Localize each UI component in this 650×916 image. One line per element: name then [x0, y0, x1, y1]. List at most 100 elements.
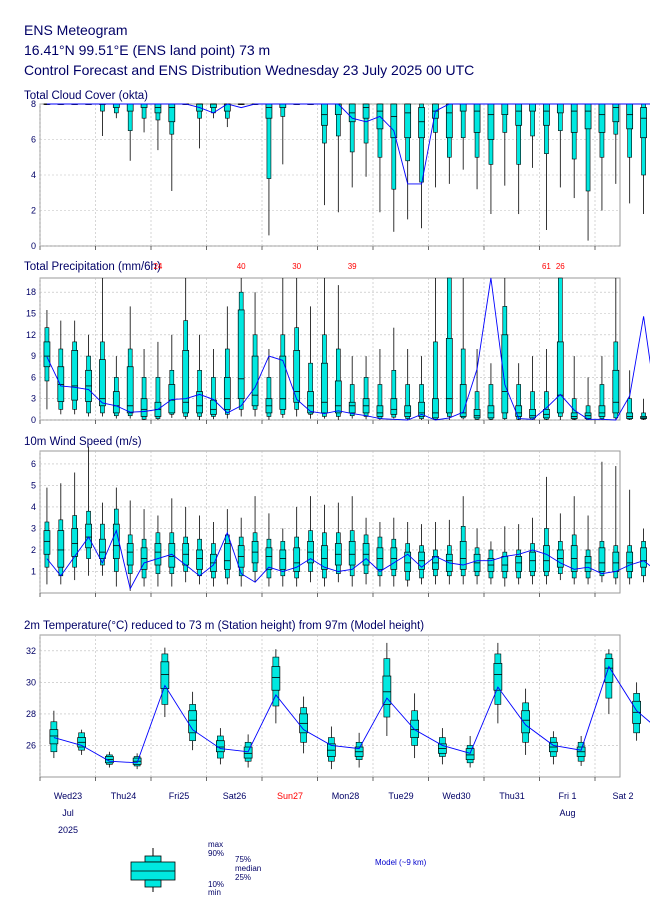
ens-box [237, 103, 245, 105]
ens-box [251, 292, 259, 417]
ens-box [223, 306, 231, 419]
ens-box-inner [390, 103, 398, 139]
ens-box [493, 642, 503, 724]
ens-box [105, 751, 114, 768]
panel-4: 26 28 30 32 2m Temperature(°C) reduced to 73… [24, 620, 650, 781]
ens-box-inner [640, 547, 647, 568]
ens-box-inner [501, 556, 509, 572]
ens-box [418, 356, 425, 420]
ens-box-inner [459, 541, 467, 570]
ens-box [473, 103, 481, 190]
ens-box [404, 522, 412, 587]
ens-box-inner [543, 409, 550, 419]
ens-box [354, 732, 364, 768]
ens-box [112, 356, 120, 419]
y-tick-label: 4 [31, 502, 36, 512]
ens-box [85, 446, 92, 576]
max-value-label: 26 [556, 262, 565, 271]
ens-box-inner [168, 103, 176, 123]
ens-box-inner [293, 547, 301, 572]
ens-box-outer [433, 341, 438, 420]
ens-box [459, 496, 467, 585]
ens-box-inner [99, 538, 106, 559]
ens-box [126, 103, 134, 161]
ens-box-inner [556, 341, 564, 414]
legend-median-label: median [235, 864, 261, 873]
ens-box-inner [604, 658, 614, 683]
ens-box-inner [612, 551, 620, 572]
ens-box-inner [279, 355, 287, 410]
legend-p10-label: 10% [208, 880, 224, 889]
ens-box [362, 517, 370, 585]
ens-box [57, 483, 65, 585]
panel-title: 2m Temperature(°C) reduced to 73 m (Stat… [24, 620, 424, 632]
ens-box [210, 522, 217, 587]
ens-box [473, 349, 481, 420]
ens-box [140, 349, 148, 420]
ens-box [529, 103, 536, 168]
ens-box [348, 496, 356, 587]
ens-box-inner [626, 412, 634, 419]
ens-box [251, 496, 259, 583]
ens-box [529, 517, 536, 585]
ens-box-outer [349, 384, 355, 417]
ens-box [154, 515, 162, 587]
ens-box-outer [155, 377, 161, 419]
y-tick-label: 0 [31, 241, 36, 251]
ens-box-inner [612, 369, 620, 414]
ens-box-outer [627, 398, 632, 420]
ens-box-inner [493, 663, 503, 691]
ens-box [237, 278, 245, 417]
ens-box [515, 363, 523, 420]
ens-box [99, 103, 106, 136]
ens-box-outer [460, 348, 466, 419]
ens-box [640, 103, 647, 215]
ens-box-inner [543, 545, 550, 572]
ens-box-inner [265, 547, 273, 570]
ens-box-inner [390, 398, 398, 415]
ens-box-inner [556, 103, 564, 114]
ens-box [99, 278, 106, 417]
ens-box [556, 103, 564, 188]
control-forecast-line [46, 277, 650, 421]
ens-box [126, 306, 134, 419]
ens-box-outer [266, 377, 272, 417]
ens-box-outer [363, 377, 369, 417]
y-tick-label: 6 [31, 372, 36, 382]
ens-box [640, 528, 647, 583]
ens-box-inner [99, 359, 106, 407]
ens-box [279, 103, 287, 165]
ens-box-inner [126, 543, 134, 566]
ens-box-inner [49, 729, 59, 745]
ens-box-inner [584, 556, 592, 572]
ens-box-inner [126, 366, 134, 414]
control-forecast-line [46, 103, 650, 185]
ens-box [321, 504, 328, 587]
ens-box [432, 278, 439, 420]
ens-box-inner [251, 355, 259, 407]
panel-frame [39, 634, 621, 778]
ens-box-inner [348, 401, 356, 414]
y-tick-label: 6 [31, 459, 36, 469]
day-label: Fri 1 [559, 791, 577, 801]
ens-box [376, 522, 384, 587]
ens-box [334, 502, 342, 583]
ens-box-inner [321, 362, 328, 414]
max-value-label: 39 [348, 262, 357, 271]
time-axis-labels: Wed23 Jul 2025 Thu24 Fri25 Sat26 Sun27 Mon28 Tue… [54, 791, 634, 835]
ens-box-outer [141, 377, 147, 420]
ens-box [612, 278, 620, 420]
ens-box [210, 103, 217, 119]
ens-box-outer [308, 362, 313, 415]
ens-box-inner [334, 380, 342, 414]
ens-box [604, 649, 614, 714]
ens-box-outer [405, 384, 410, 419]
ens-box-inner [418, 107, 425, 139]
ens-box [410, 693, 419, 759]
ens-box-inner [598, 103, 606, 133]
ens-box-outer [211, 377, 216, 417]
ens-box-inner [515, 103, 523, 126]
ens-box [515, 103, 523, 215]
